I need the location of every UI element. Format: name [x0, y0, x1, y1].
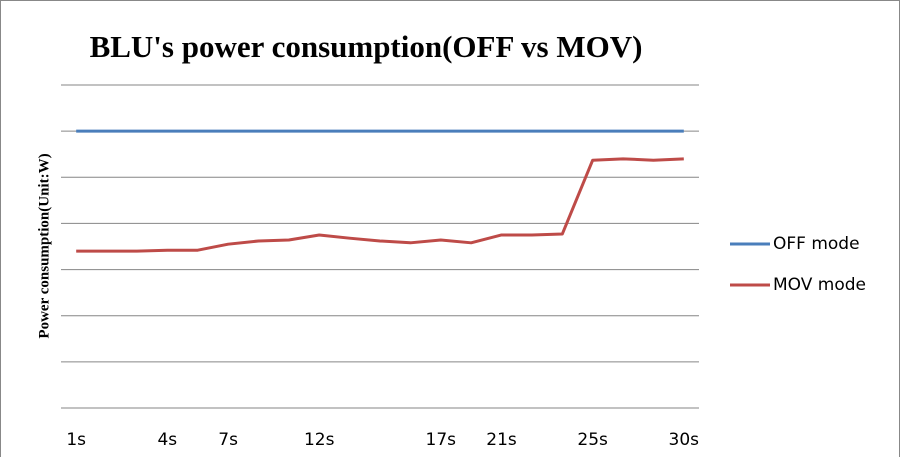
y-axis-label: Power consumption(Unit:W) — [36, 153, 52, 338]
x-tick-label: 1s — [66, 430, 86, 450]
x-tick-label: 17s — [426, 430, 457, 450]
x-tick-label: 30s — [669, 430, 700, 450]
series-line — [76, 157, 684, 253]
legend-label: MOV mode — [773, 275, 866, 295]
legend-label: OFF mode — [773, 234, 860, 254]
x-tick-label: 12s — [304, 430, 335, 450]
x-tick-label: 4s — [157, 430, 177, 450]
x-tick-label: 7s — [218, 430, 238, 450]
chart-title: BLU's power consumption(OFF vs MOV) — [90, 29, 643, 64]
x-tick-label: 25s — [577, 430, 608, 450]
x-tick-label: 21s — [486, 430, 517, 450]
